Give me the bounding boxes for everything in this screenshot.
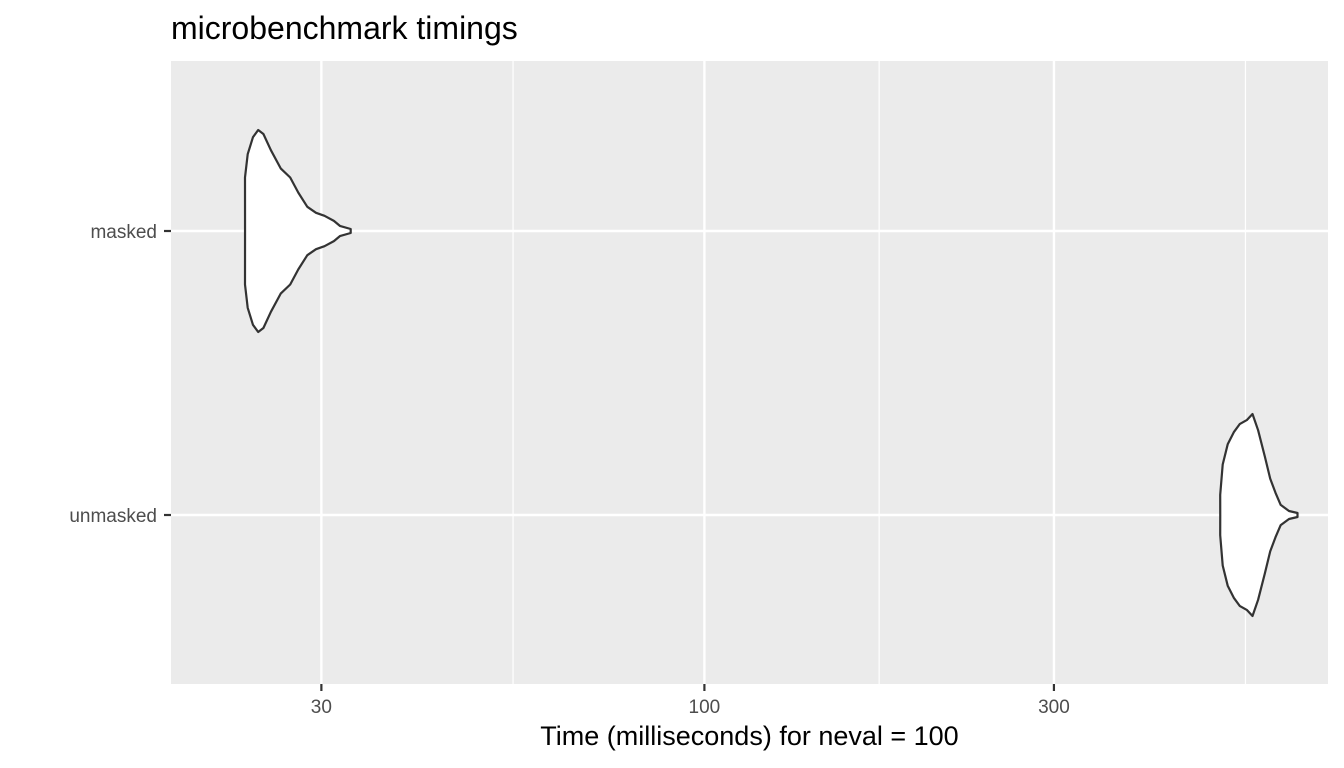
plot-panel: [171, 61, 1328, 684]
y-tick-label-unmasked: unmasked: [69, 506, 157, 527]
y-tick-label-masked: masked: [90, 222, 157, 243]
chart-title: microbenchmark timings: [171, 10, 518, 46]
x-tick-label-30: 30: [311, 697, 332, 718]
x-tick-label-100: 100: [689, 697, 721, 718]
x-axis-title: Time (milliseconds) for neval = 100: [540, 721, 959, 751]
violin-masked: [243, 128, 352, 334]
x-tick-label-300: 300: [1038, 697, 1070, 718]
violin-unmasked: [1219, 412, 1299, 618]
